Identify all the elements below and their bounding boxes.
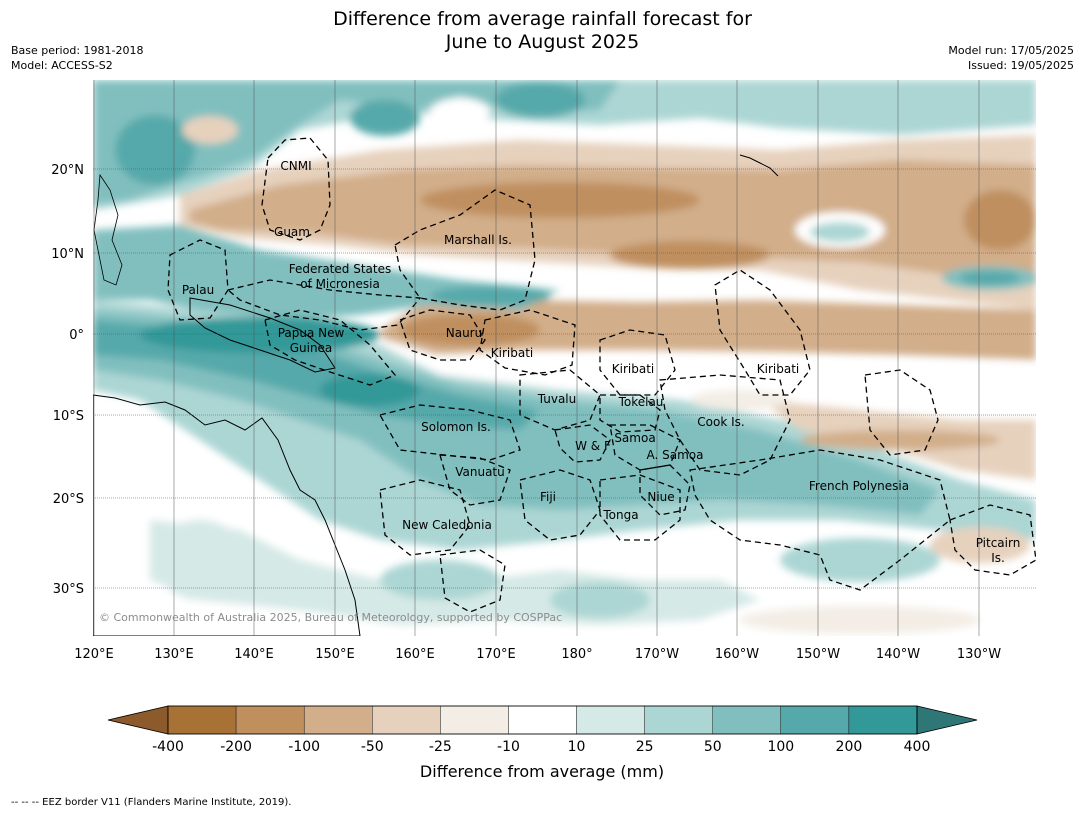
place-label: Guam [274,225,310,239]
colorbar-over-arrow [916,705,978,735]
place-label: Guinea [290,341,333,355]
place-label: CNMI [280,159,311,173]
place-label: Fiji [540,490,556,504]
place-label: Solomon Is. [421,420,491,434]
colorbar: -400 -200 -100 -50 -25 -10 10 25 50 100 200 400 [107,705,978,755]
longitude-label: 130°W [957,647,1001,662]
hawaii-islands [739,154,779,177]
latitude-label: 10°S [53,409,84,424]
longitude-label: 160°E [395,647,435,662]
place-label: Tuvalu [537,392,577,406]
longitude-label: 130°E [154,647,194,662]
colorbar-bin [576,705,645,735]
model-run: Model run: 17/05/2025 [948,44,1074,57]
place-label: Nauru [446,326,482,340]
latitude-labels: 20°N 10°N 0° 10°S 20°S 30°S [51,163,84,597]
colorbar-tick-label: -10 [497,739,520,755]
colorbar-frame [167,705,918,735]
longitude-label: 170°W [635,647,679,662]
chart-title: Difference from average rainfall forecas… [0,8,1085,54]
graticule [93,80,1036,636]
colorbar-bin [372,705,441,735]
colorbar-under-arrow [107,705,169,735]
place-label: Marshall Is. [444,233,512,247]
place-label: Vanuatu [455,465,505,479]
latitude-label: 0° [69,328,84,343]
colorbar-bin [167,705,237,735]
longitude-label: 120°E [74,647,114,662]
copyright-notice: © Commonwealth of Australia 2025, Bureau… [99,611,562,624]
title-line-1: Difference from average rainfall forecas… [333,8,752,30]
colorbar-tick-label: 10 [568,739,586,755]
place-label: Kiribati [491,346,533,360]
colorbar-tick-label: -400 [152,739,184,755]
colorbar-tick-label: -200 [220,739,252,755]
colorbar-bin [235,705,305,735]
colorbar-tick-label: 100 [767,739,794,755]
title-line-2: June to August 2025 [445,31,640,53]
place-label: Papua New [278,326,345,340]
colorbar-bin [712,705,782,735]
place-label: Cook Is. [697,415,744,429]
colorbar-bin [508,705,577,735]
issued-date: Issued: 19/05/2025 [967,59,1074,72]
place-label: Kiribati [612,362,654,376]
colorbar-bin [303,705,373,735]
colorbar-tick-label: 400 [904,739,931,755]
longitude-label: 140°E [234,647,274,662]
colorbar-tick-label: 200 [836,739,863,755]
place-label: Federated States [289,262,391,276]
place-label: French Polynesia [809,479,909,493]
longitude-labels: 120°E 130°E 140°E 150°E 160°E 170°E 180° 170°W 1… [74,647,1001,662]
colorbar-label: Difference from average (mm) [420,762,664,781]
latitude-label: 10°N [51,247,84,262]
model-name: Model: ACCESS-S2 [11,59,113,72]
model-info: Base period: 1981-2018 Model: ACCESS-S2 [11,43,143,73]
place-label: Kiribati [757,362,799,376]
longitude-label: 150°W [796,647,840,662]
place-label: Tonga [602,508,638,522]
australia-coastline [93,394,361,636]
latitude-label: 20°N [51,163,84,178]
place-label: W & F [575,439,611,453]
colorbar-bin [440,705,509,735]
place-label: Samoa [614,431,655,445]
run-info: Model run: 17/05/2025 Issued: 19/05/2025 [948,43,1074,73]
colorbar-bin [780,705,850,735]
colorbar-tick-label: -50 [361,739,384,755]
eez-borders [167,137,1036,613]
place-label: Is. [991,551,1005,565]
eez-footnote: -- -- -- EEZ border V11 (Flanders Marine… [11,797,292,808]
place-label: A. Samoa [647,448,704,462]
place-label: Tokelau [618,395,664,409]
longitude-label: 140°W [876,647,920,662]
base-period: Base period: 1981-2018 [11,44,144,57]
longitude-label: 170°E [476,647,516,662]
rainfall-anomaly-fields [93,80,1036,636]
longitude-label: 180° [561,647,592,662]
place-label: of Micronesia [300,277,380,291]
latitude-label: 20°S [53,492,84,507]
place-label: New Caledonia [402,518,492,532]
place-label: Palau [182,283,214,297]
colorbar-tick-label: -25 [429,739,452,755]
colorbar-tick-label: 25 [636,739,654,755]
latitude-label: 30°S [53,582,84,597]
rainfall-map: 20°N 10°N 0° 10°S 20°S 30°S 120°E 130°E 140°E 15… [51,80,1036,781]
colorbar-bin [644,705,713,735]
longitude-label: 160°W [715,647,759,662]
place-label: Niue [647,490,674,504]
place-label: Pitcairn [976,536,1021,550]
colorbar-tick-label: -100 [288,739,320,755]
longitude-label: 150°E [315,647,355,662]
philippines-coastline [93,173,123,286]
colorbar-tick-label: 50 [704,739,722,755]
colorbar-bin [848,705,918,735]
